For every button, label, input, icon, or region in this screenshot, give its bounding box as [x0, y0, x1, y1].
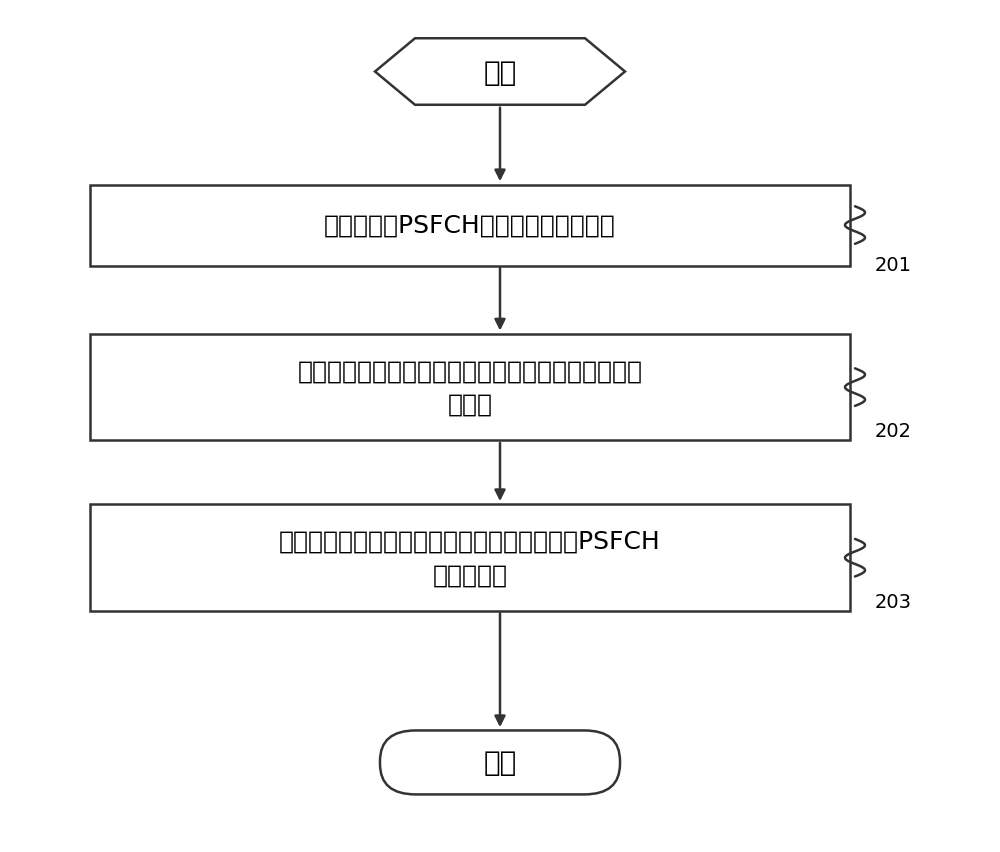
Text: 获取距离与PSFCH发送功率的映射关系: 获取距离与PSFCH发送功率的映射关系: [324, 214, 616, 238]
Bar: [90, 504, 850, 612]
FancyBboxPatch shape: [380, 730, 620, 794]
Bar: [90, 186, 850, 266]
Text: 根据所述映射关系，确定所述第一距离对应的第一发
送功率: 根据所述映射关系，确定所述第一距离对应的第一发 送功率: [298, 359, 642, 417]
Text: 203: 203: [875, 592, 912, 611]
Text: 202: 202: [875, 422, 912, 440]
Text: 201: 201: [875, 256, 912, 274]
Text: 开始: 开始: [483, 59, 517, 86]
Text: 根据所述第一发送功率，确定所述接收终端在PSFCH
的发送功率: 根据所述第一发送功率，确定所述接收终端在PSFCH 的发送功率: [279, 529, 661, 587]
Bar: [90, 334, 850, 441]
Text: 结束: 结束: [483, 749, 517, 776]
Polygon shape: [375, 39, 625, 106]
